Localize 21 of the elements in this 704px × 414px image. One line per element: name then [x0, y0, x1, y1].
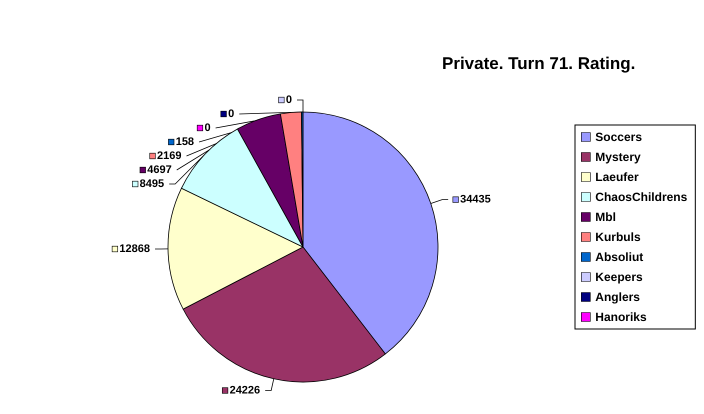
chart-title: Private. Turn 71. Rating.	[442, 54, 636, 73]
data-label: 24226	[230, 384, 260, 397]
data-label: 4697	[147, 164, 172, 176]
data-label: 8495	[140, 178, 164, 190]
text: 0	[228, 108, 234, 120]
legend-label: Anglers	[595, 290, 640, 304]
legend-label: Laeufer	[595, 170, 639, 184]
data-label: 158	[176, 136, 194, 148]
data-label: 2169	[157, 150, 182, 162]
legend-label: Mystery	[595, 150, 641, 164]
data-label: 12868	[119, 243, 150, 256]
legend-label: ChaosChildrens	[595, 190, 688, 204]
legend-label: Mbl	[595, 210, 616, 224]
text: 0	[286, 94, 292, 106]
legend-label: Kurbuls	[595, 230, 641, 244]
data-label: 34435	[460, 194, 491, 206]
legend-label: Soccers	[595, 130, 642, 144]
legend-label: Keepers	[595, 270, 643, 284]
legend-label: Absoliut	[595, 250, 644, 264]
text: 0	[204, 122, 211, 134]
legend-label: Hanoriks	[595, 310, 647, 324]
